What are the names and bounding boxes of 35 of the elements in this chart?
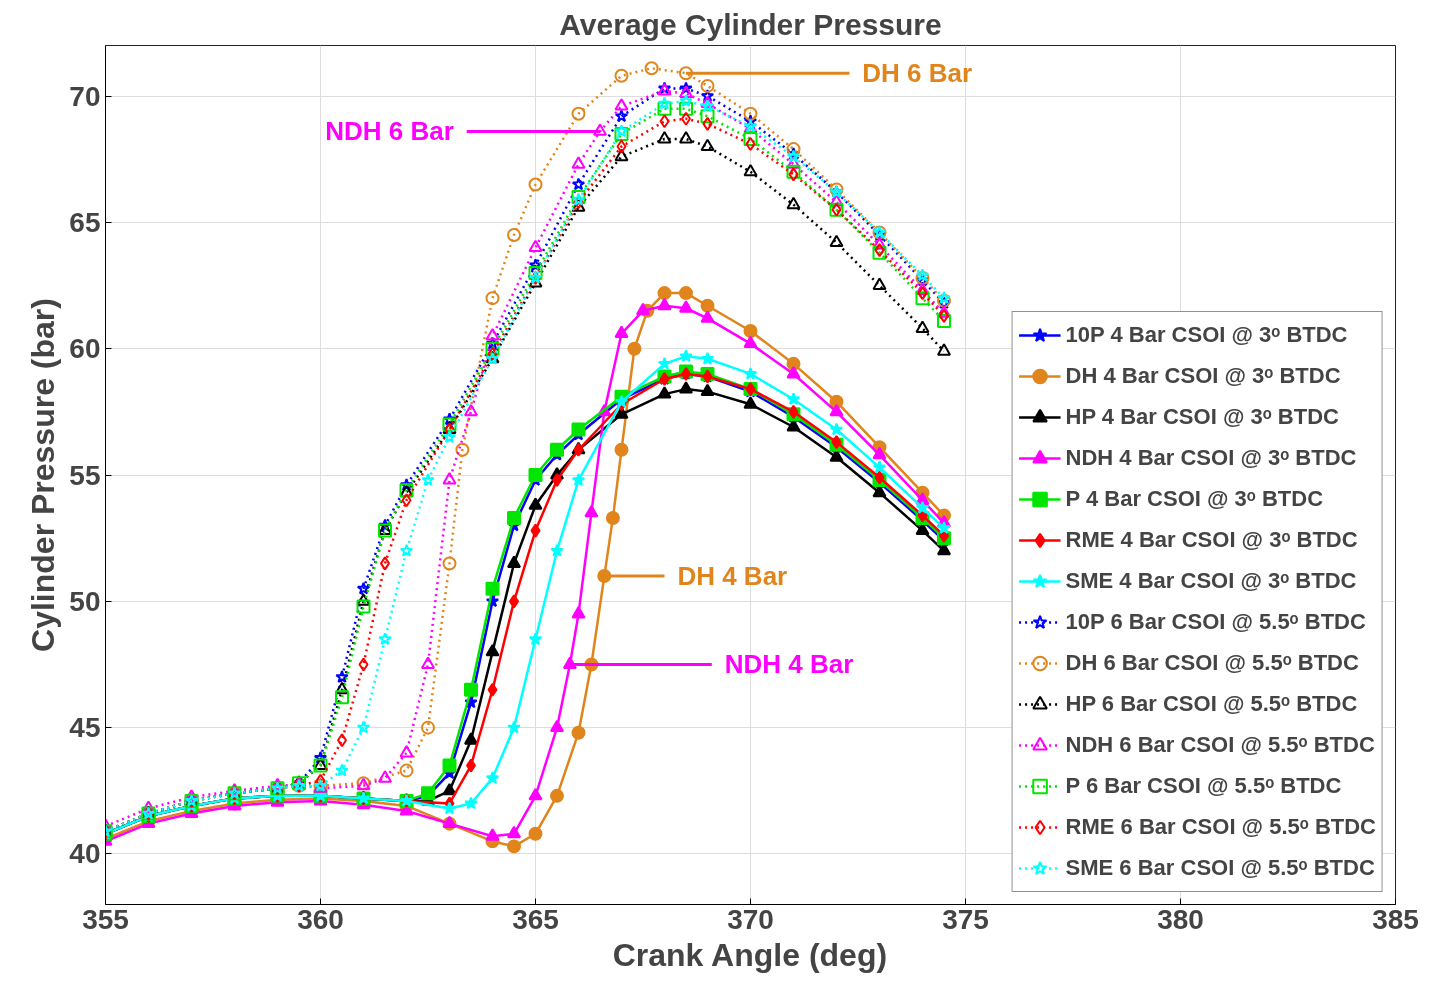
y-tick-label: 50	[69, 585, 101, 617]
legend-label: NDH 4 Bar CSOI @ 3ᵒ BTDC	[1065, 444, 1357, 472]
x-axis-title: Crank Angle (deg)	[612, 936, 888, 973]
legend-label: HP 4 Bar CSOI @ 3ᵒ BTDC	[1065, 403, 1339, 431]
y-tick-label: 65	[69, 206, 101, 238]
legend-label: P 4 Bar CSOI @ 3ᵒ BTDC	[1065, 485, 1324, 513]
legend-label: RME 4 Bar CSOI @ 3ᵒ BTDC	[1065, 526, 1358, 554]
legend-label: RME 6 Bar CSOI @ 5.5ᵒ BTDC	[1065, 813, 1376, 841]
chart-title: Average Cylinder Pressure	[559, 7, 942, 41]
y-axis-title: Cylinder Pressure (bar)	[25, 298, 62, 652]
legend-label: SME 6 Bar CSOI @ 5.5ᵒ BTDC	[1065, 854, 1375, 882]
x-tick-label: 385	[1372, 903, 1419, 935]
annotation: NDH 4 Bar	[724, 649, 854, 680]
y-tick-label: 60	[69, 333, 101, 365]
x-tick-label: 365	[512, 903, 559, 935]
legend-label: SME 4 Bar CSOI @ 3ᵒ BTDC	[1065, 567, 1357, 595]
x-tick-label: 355	[82, 903, 129, 935]
y-tick-label: 45	[69, 712, 101, 744]
annotation: DH 6 Bar	[862, 58, 973, 89]
legend-label: DH 4 Bar CSOI @ 3ᵒ BTDC	[1065, 362, 1341, 390]
y-tick-label: 40	[69, 838, 101, 870]
legend-label: P 6 Bar CSOI @ 5.5ᵒ BTDC	[1065, 772, 1342, 800]
y-tick-label: 70	[69, 80, 101, 112]
legend-label: NDH 6 Bar CSOI @ 5.5ᵒ BTDC	[1065, 731, 1375, 759]
legend-label: HP 6 Bar CSOI @ 5.5ᵒ BTDC	[1065, 690, 1358, 718]
x-tick-label: 375	[942, 903, 989, 935]
legend-label: DH 6 Bar CSOI @ 5.5ᵒ BTDC	[1065, 649, 1359, 677]
y-tick-label: 55	[69, 459, 101, 491]
x-tick-label: 360	[297, 903, 344, 935]
legend-label: 10P 6 Bar CSOI @ 5.5ᵒ BTDC	[1065, 608, 1366, 636]
annotation: DH 4 Bar	[677, 561, 788, 592]
x-tick-label: 380	[1157, 903, 1204, 935]
annotation: NDH 6 Bar	[325, 116, 454, 147]
legend-label: 10P 4 Bar CSOI @ 3ᵒ BTDC	[1065, 321, 1348, 349]
x-tick-label: 370	[727, 903, 774, 935]
